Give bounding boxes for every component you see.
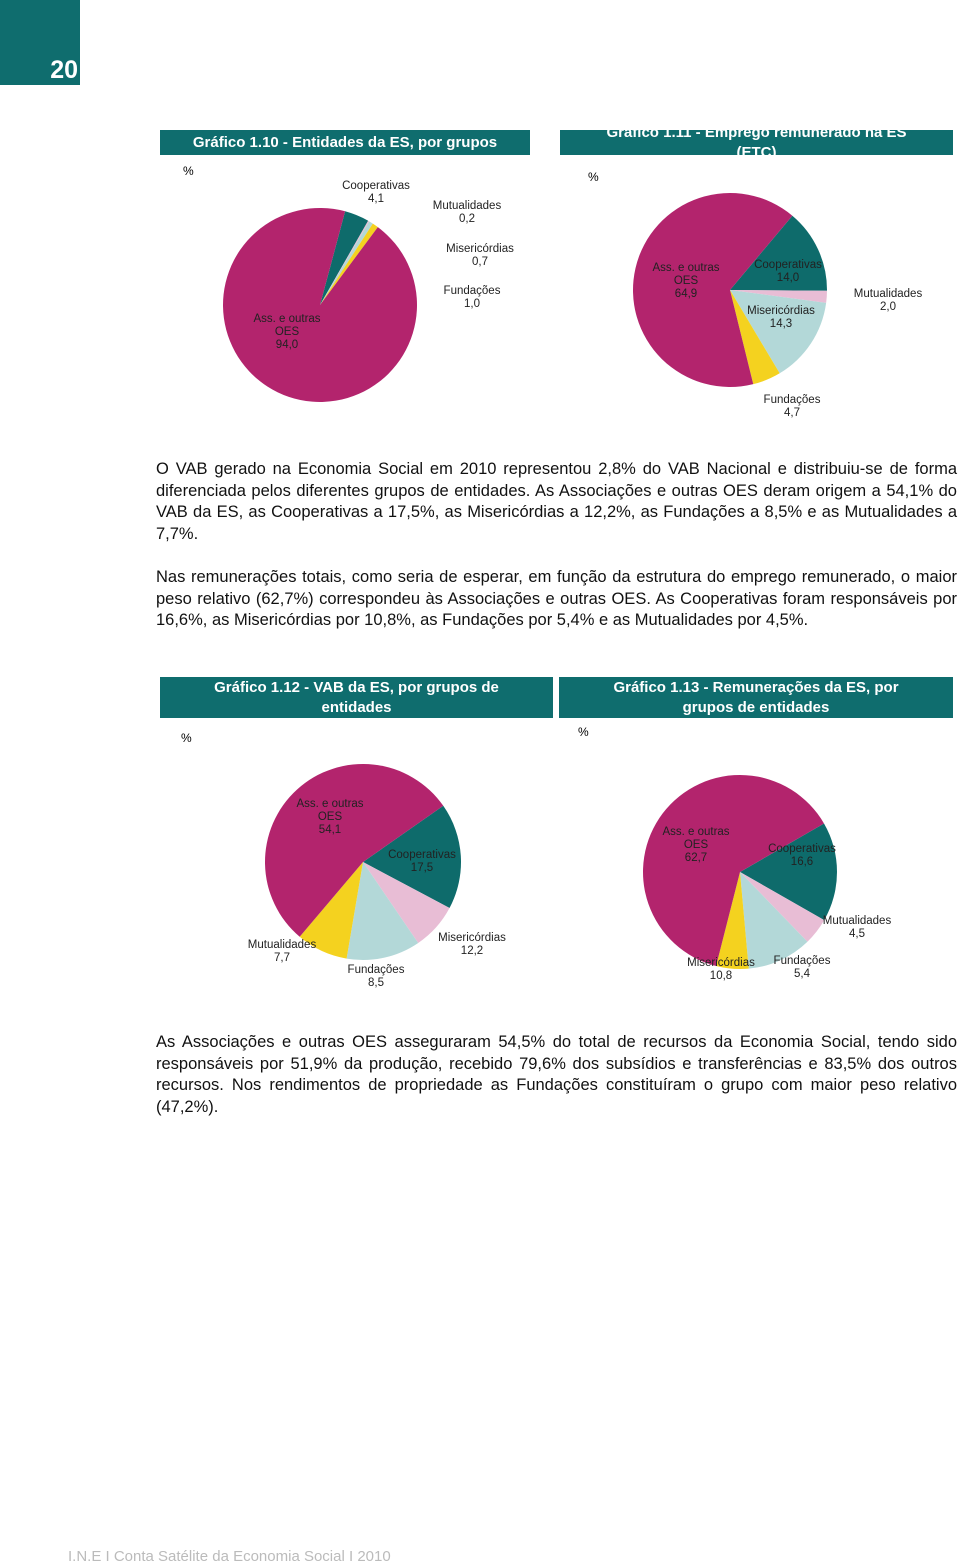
unit-label: % bbox=[588, 170, 599, 184]
slice-label: Ass. e outras OES 64,9 bbox=[641, 262, 731, 301]
slice-value: 0,2 bbox=[459, 213, 475, 225]
slice-name: Fundações bbox=[763, 394, 821, 406]
slice-name: Cooperativas bbox=[388, 849, 456, 861]
pie-slice bbox=[264, 763, 444, 937]
paragraph: As Associações e outras OES asseguraram … bbox=[156, 1033, 957, 1116]
chart-title: Gráfico 1.13 - Remunerações da ES, por g… bbox=[559, 677, 953, 718]
slice-value: 54,1 bbox=[318, 824, 342, 836]
pie-slice bbox=[346, 862, 419, 960]
pie-slice bbox=[730, 215, 827, 291]
slice-value: 4,7 bbox=[784, 407, 800, 419]
slice-value: 16,6 bbox=[790, 856, 814, 868]
slice-value: 2,0 bbox=[880, 301, 896, 313]
pie-slice bbox=[740, 823, 837, 921]
pie-slice bbox=[320, 223, 378, 305]
slice-label: Mutualidades 4,5 bbox=[812, 915, 902, 941]
pie-slice bbox=[222, 207, 417, 402]
pie-slice bbox=[730, 290, 827, 374]
slice-value: 0,7 bbox=[472, 256, 488, 268]
pie-slice bbox=[320, 220, 370, 305]
pie-slice bbox=[363, 805, 461, 909]
slice-label: Ass. e outras OES 62,7 bbox=[651, 826, 741, 865]
slice-label: Misericórdias 0,7 bbox=[435, 243, 525, 269]
slice-value: 64,9 bbox=[674, 288, 698, 300]
unit-label: % bbox=[183, 164, 194, 178]
paragraph: O VAB gerado na Economia Social em 2010 … bbox=[156, 460, 957, 543]
slice-value: 14,0 bbox=[776, 272, 800, 284]
pie-slice bbox=[716, 872, 749, 969]
slice-name: Fundações bbox=[443, 285, 501, 297]
slice-label: Cooperativas 16,6 bbox=[757, 843, 847, 869]
slice-label: Mutualidades 2,0 bbox=[843, 288, 933, 314]
pie-slice bbox=[730, 290, 827, 303]
slice-name: Mutualidades bbox=[853, 288, 923, 300]
slice-name: Cooperativas bbox=[754, 259, 822, 271]
slice-value: 4,1 bbox=[368, 193, 384, 205]
slice-label: Cooperativas 17,5 bbox=[377, 849, 467, 875]
slice-name: Fundações bbox=[773, 955, 831, 967]
slice-label: Ass. e outras OES 94,0 bbox=[242, 313, 332, 352]
slice-name: Mutualidades bbox=[247, 939, 317, 951]
pie-slice bbox=[632, 192, 793, 387]
pie-slice bbox=[299, 862, 363, 959]
slice-label: Misericórdias 10,8 bbox=[676, 957, 766, 983]
slice-label: Misericórdias 14,3 bbox=[736, 305, 826, 331]
slice-name: Misericórdias bbox=[687, 957, 755, 969]
slice-name: Misericórdias bbox=[747, 305, 815, 317]
chart-title: Gráfico 1.11 - Emprego remunerado na ES … bbox=[560, 124, 953, 161]
slice-label: Fundações 5,4 bbox=[757, 955, 847, 981]
slice-name: Cooperativas bbox=[768, 843, 836, 855]
slice-label: Fundações 8,5 bbox=[331, 964, 421, 990]
slice-label: Fundações 4,7 bbox=[747, 394, 837, 420]
slice-name: Misericórdias bbox=[446, 243, 514, 255]
footer: I.N.E I Conta Satélite da Economia Socia… bbox=[68, 1548, 391, 1565]
pie-slice bbox=[740, 872, 808, 969]
page-number-box: 20 bbox=[0, 0, 80, 85]
pie-slice bbox=[730, 290, 780, 385]
slice-value: 14,3 bbox=[769, 318, 793, 330]
slice-label: Misericórdias 12,2 bbox=[427, 932, 517, 958]
paragraph: Nas remunerações totais, como seria de e… bbox=[156, 568, 957, 629]
pie-slice bbox=[320, 221, 373, 305]
chart-title: Gráfico 1.10 - Entidades da ES, por grup… bbox=[160, 130, 530, 155]
slice-label: Ass. e outras OES 54,1 bbox=[285, 798, 375, 837]
slice-name: Ass. e outras OES bbox=[296, 798, 364, 823]
slice-label: Mutualidades 0,2 bbox=[422, 200, 512, 226]
slice-value: 1,0 bbox=[464, 298, 480, 310]
slice-value: 4,5 bbox=[849, 928, 865, 940]
slice-name: Mutualidades bbox=[432, 200, 502, 212]
unit-label: % bbox=[578, 725, 589, 739]
slice-value: 94,0 bbox=[275, 339, 299, 351]
pie-slice bbox=[363, 862, 450, 943]
pie-slice bbox=[320, 211, 369, 305]
slice-name: Ass. e outras OES bbox=[662, 826, 730, 851]
pie-slice bbox=[740, 872, 825, 942]
slice-name: Cooperativas bbox=[342, 180, 410, 192]
chart-title: Gráfico 1.12 - VAB da ES, por grupos de … bbox=[160, 677, 553, 718]
slice-label: Cooperativas 14,0 bbox=[743, 259, 833, 285]
slice-name: Mutualidades bbox=[822, 915, 892, 927]
slice-value: 12,2 bbox=[460, 945, 484, 957]
slice-name: Misericórdias bbox=[438, 932, 506, 944]
slice-label: Mutualidades 7,7 bbox=[237, 939, 327, 965]
slice-name: Ass. e outras OES bbox=[652, 262, 720, 287]
slice-value: 10,8 bbox=[709, 970, 733, 982]
slice-value: 5,4 bbox=[794, 968, 810, 980]
slice-value: 62,7 bbox=[684, 852, 708, 864]
page-number: 20 bbox=[50, 56, 78, 84]
pie-slice bbox=[642, 774, 825, 967]
slice-label: Cooperativas 4,1 bbox=[331, 180, 421, 206]
slice-value: 7,7 bbox=[274, 952, 290, 964]
slice-label: Fundações 1,0 bbox=[427, 285, 517, 311]
slice-value: 17,5 bbox=[410, 862, 434, 874]
slice-name: Ass. e outras OES bbox=[253, 313, 321, 338]
unit-label: % bbox=[181, 731, 192, 745]
slice-name: Fundações bbox=[347, 964, 405, 976]
slice-value: 8,5 bbox=[368, 977, 384, 989]
